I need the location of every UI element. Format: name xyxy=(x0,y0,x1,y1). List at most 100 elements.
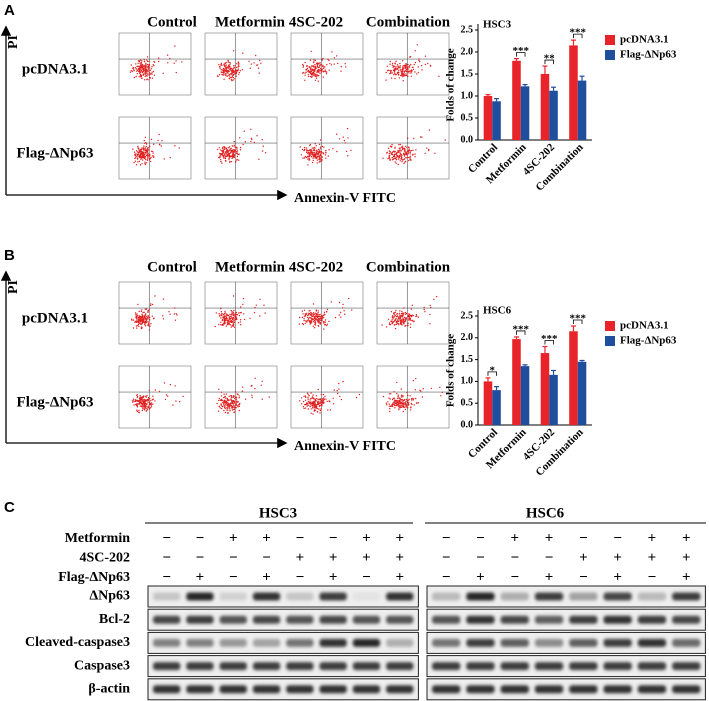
blot-band xyxy=(466,615,495,624)
flow-dot xyxy=(317,319,319,322)
flow-dot xyxy=(136,394,138,396)
flow-dot xyxy=(430,387,432,390)
flow-dot xyxy=(234,65,236,67)
flow-dot xyxy=(405,406,407,408)
flow-dot xyxy=(407,137,409,139)
flow-dot xyxy=(152,150,154,153)
flow-dot xyxy=(139,62,141,64)
flow-dot xyxy=(223,74,225,76)
flow-dot xyxy=(405,317,407,319)
flow-dot xyxy=(321,159,323,161)
flow-dot xyxy=(141,156,143,158)
bar xyxy=(549,374,558,425)
flow-dot xyxy=(410,409,412,411)
flow-dot xyxy=(309,405,311,408)
flow-dot xyxy=(304,61,306,64)
flow-dot xyxy=(382,157,384,159)
flow-dot xyxy=(224,317,227,319)
flow-dot xyxy=(256,64,258,66)
flow-dot xyxy=(221,150,224,152)
flow-dot xyxy=(229,408,231,410)
flow-dot xyxy=(414,50,416,52)
flow-dot xyxy=(304,148,306,151)
flow-dot xyxy=(225,407,228,409)
flow-dot xyxy=(311,72,314,74)
treatment-label: 4SC-202 xyxy=(79,551,130,566)
treatment-sign: + xyxy=(196,569,205,585)
flow-dot xyxy=(146,159,149,161)
flow-dot xyxy=(138,325,140,328)
flow-dot xyxy=(314,74,316,76)
treatment-sign: + xyxy=(648,550,657,566)
blot-band xyxy=(219,685,247,694)
flow-dot xyxy=(397,158,400,160)
flow-dot xyxy=(412,153,414,155)
flow-dot xyxy=(424,152,426,155)
flow-dot xyxy=(341,307,344,309)
flow-dot xyxy=(162,298,165,300)
flow-dot xyxy=(153,155,155,157)
flow-dot xyxy=(223,78,225,81)
flow-dot xyxy=(344,63,346,65)
flow-dot xyxy=(138,403,140,405)
flow-dot xyxy=(225,325,227,327)
flow-dot xyxy=(321,317,323,319)
flow-dot xyxy=(139,148,141,151)
flow-dot xyxy=(233,322,235,324)
flow-dot xyxy=(402,322,405,324)
flow-dot xyxy=(151,303,154,306)
flow-dot xyxy=(303,157,306,159)
flow-dot xyxy=(144,153,146,156)
y-axis-label: PI xyxy=(6,280,21,294)
flow-dot xyxy=(315,395,318,397)
flow-dot xyxy=(316,162,318,164)
flow-dot xyxy=(250,137,253,139)
flow-dot xyxy=(235,72,237,74)
flow-dot xyxy=(395,309,397,312)
flow-dot xyxy=(130,70,132,72)
flow-dot xyxy=(146,162,148,164)
flow-dot xyxy=(315,77,318,80)
flow-dot xyxy=(344,142,346,144)
flow-dot xyxy=(311,315,313,318)
bar xyxy=(569,331,578,425)
flow-dot xyxy=(335,55,338,57)
flow-dot xyxy=(313,407,316,409)
flow-dot xyxy=(236,313,238,316)
flow-dot xyxy=(259,298,261,300)
flow-dot xyxy=(405,318,407,321)
flow-dot xyxy=(223,409,225,412)
flow-dot xyxy=(237,404,240,406)
flow-dot xyxy=(148,389,150,391)
flow-dot xyxy=(404,148,406,151)
flow-dot xyxy=(218,74,221,76)
flow-dot xyxy=(391,153,394,156)
flow-dot xyxy=(228,68,231,70)
flow-dot xyxy=(393,158,395,160)
flow-dot xyxy=(218,313,220,315)
flow-dot xyxy=(220,69,222,71)
flow-dot xyxy=(148,311,150,313)
flow-dot xyxy=(135,164,138,166)
flow-dot xyxy=(139,164,142,166)
flow-dot xyxy=(398,399,401,402)
y-axis-label: PI xyxy=(6,35,21,49)
flow-dot xyxy=(250,63,253,65)
flow-dot xyxy=(397,163,399,166)
flow-dot xyxy=(414,389,417,391)
flow-dot xyxy=(412,149,414,152)
flow-dot xyxy=(251,394,253,396)
flow-dot xyxy=(311,76,313,78)
flow-dot xyxy=(306,67,309,70)
flow-dot xyxy=(153,318,155,320)
flow-dot xyxy=(301,323,304,325)
flow-dot xyxy=(141,327,143,329)
flow-dots xyxy=(302,50,347,82)
flow-dot xyxy=(141,147,143,149)
flow-dot xyxy=(146,311,149,313)
flow-dot xyxy=(311,161,314,164)
flow-dot xyxy=(132,148,134,150)
flow-dot xyxy=(396,381,398,384)
flow-dot xyxy=(232,311,235,313)
flow-dot xyxy=(135,63,137,65)
